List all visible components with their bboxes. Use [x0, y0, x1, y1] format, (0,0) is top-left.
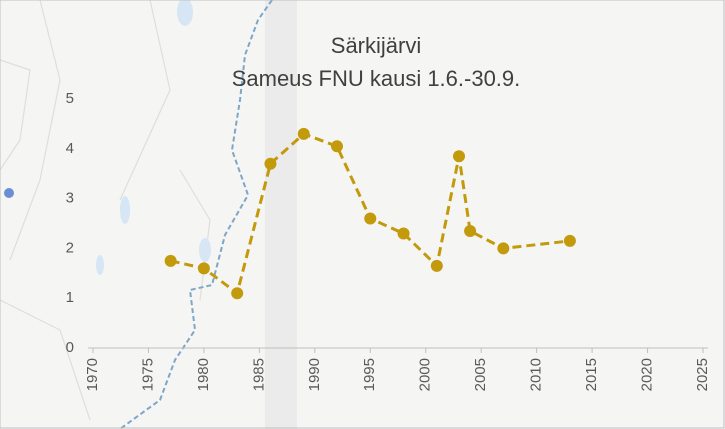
marker — [197, 262, 210, 275]
marker — [231, 287, 244, 300]
marker — [497, 242, 510, 255]
x-tick-label: 1970 — [84, 358, 101, 391]
marker — [264, 157, 277, 170]
x-tick-label: 2000 — [417, 358, 434, 391]
y-tick-label: 4 — [66, 140, 74, 157]
marker — [464, 224, 477, 237]
chart-subtitle: Sameus FNU kausi 1.6.-30.9. — [232, 66, 521, 91]
y-tick-label: 3 — [66, 190, 74, 207]
x-tick-label: 2010 — [528, 358, 545, 391]
marker — [563, 234, 576, 247]
marker — [331, 140, 343, 153]
x-tick-label: 2020 — [639, 358, 656, 391]
x-tick-label: 2025 — [694, 358, 711, 391]
y-tick-label: 2 — [66, 239, 74, 256]
marker — [297, 127, 310, 140]
marker — [453, 150, 465, 163]
y-tick-label: 5 — [66, 90, 74, 107]
x-tick-label: 1980 — [195, 358, 212, 391]
x-tick-label: 1995 — [361, 358, 378, 391]
x-tick-label: 2015 — [583, 358, 600, 391]
chart-title: Särkijärvi — [331, 33, 421, 58]
x-tick-label: 1985 — [250, 358, 267, 391]
x-tick-label: 1990 — [306, 358, 323, 391]
marker — [364, 212, 377, 225]
y-tick-label: 1 — [66, 289, 74, 306]
marker — [430, 259, 443, 272]
x-tick-label: 2005 — [472, 358, 489, 391]
marker — [397, 227, 410, 240]
marker — [164, 254, 177, 267]
x-tick-label: 1975 — [139, 358, 156, 391]
y-tick-label: 0 — [66, 339, 74, 356]
